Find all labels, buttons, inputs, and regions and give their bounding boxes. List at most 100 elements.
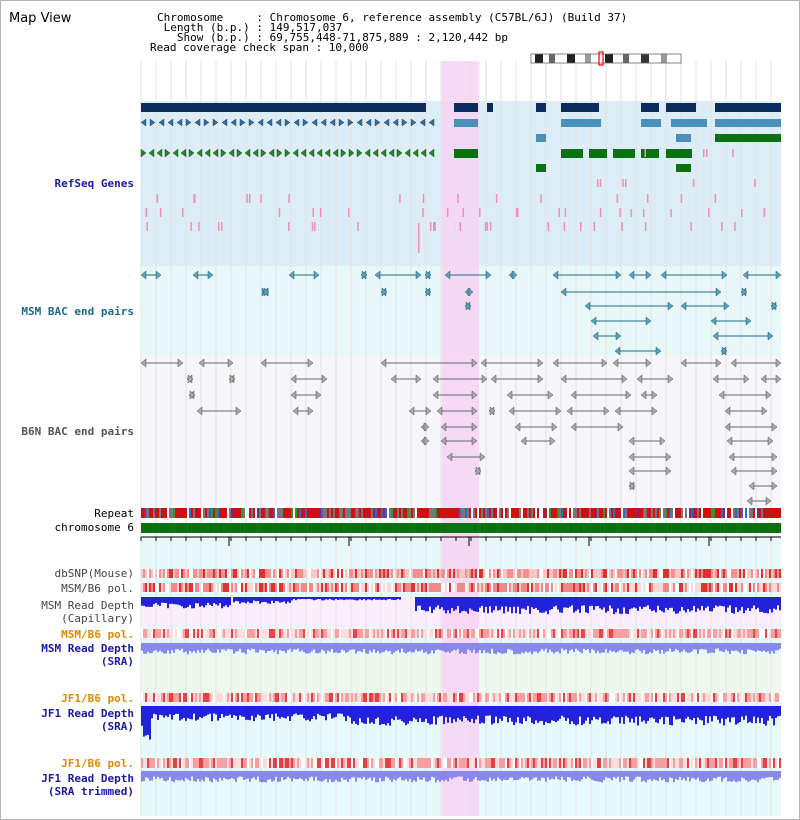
read-depth-bar <box>411 706 413 722</box>
bac-end-marker <box>570 422 577 432</box>
track-label-msm-read-depth-sra[interactable]: MSM Read Depth (SRA) <box>41 642 134 668</box>
read-depth-bar <box>555 597 557 606</box>
read-depth-bar <box>477 771 479 781</box>
polymorphism-density-cell <box>685 693 687 702</box>
track-label-b6n-bac-end-pairs[interactable]: B6N BAC end pairs <box>21 425 134 438</box>
polymorphism-density-cell <box>705 583 707 592</box>
polymorphism-density-cell <box>615 758 617 768</box>
read-depth-bar <box>309 643 311 653</box>
read-depth-bar <box>181 706 183 720</box>
polymorphism-density-cell <box>643 758 645 768</box>
polymorphism-density-cell <box>473 693 475 702</box>
track-label-msm-read-depth-capillary[interactable]: MSM Read Depth (Capillary) <box>41 599 134 625</box>
polymorphism-density-cell <box>223 583 225 592</box>
polymorphism-density-cell <box>203 629 205 638</box>
polymorphism-density-cell <box>405 629 407 638</box>
read-depth-bar <box>667 597 669 610</box>
polymorphism-density-cell <box>653 583 655 592</box>
polymorphism-density-cell <box>599 583 601 592</box>
track-label-refseq-genes[interactable]: RefSeq Genes <box>54 177 134 190</box>
polymorphism-density-cell <box>663 758 665 768</box>
polymorphism-density-cell <box>663 629 665 638</box>
polymorphism-density-cell <box>245 583 247 592</box>
read-depth-bar <box>733 706 735 718</box>
polymorphism-density-cell <box>339 583 341 592</box>
track-label-dbsnp[interactable]: dbSNP(Mouse) <box>54 567 134 580</box>
polymorphism-density-cell <box>623 583 625 592</box>
read-depth-bar <box>353 706 355 722</box>
gene-exon-marker <box>236 148 243 158</box>
read-depth-bar <box>603 771 605 781</box>
read-depth-bar <box>747 771 749 782</box>
polymorphism-density-cell <box>199 693 201 702</box>
read-depth-bar <box>629 706 631 723</box>
polymorphism-density-cell <box>429 583 431 592</box>
read-depth-bar <box>511 643 513 651</box>
repeat-element <box>495 508 497 518</box>
repeat-element <box>291 508 293 518</box>
read-depth-bar <box>683 771 685 779</box>
read-depth-bar <box>641 771 643 782</box>
polymorphism-density-cell <box>281 569 283 578</box>
read-depth-bar <box>463 597 465 611</box>
bac-end-marker <box>187 374 194 384</box>
polymorphism-density-cell <box>725 693 727 702</box>
polymorphism-density-cell <box>163 693 165 702</box>
repeat-element <box>377 508 379 518</box>
read-depth-bar <box>211 643 213 653</box>
polymorphism-density-cell <box>323 629 325 638</box>
repeat-element <box>243 508 245 518</box>
polymorphism-density-cell <box>317 758 319 768</box>
track-label-jf1-b6-pol-2[interactable]: JF1/B6 pol. <box>61 757 134 770</box>
polymorphism-density-cell <box>715 583 717 592</box>
read-depth-bar <box>155 597 157 604</box>
track-label-jf1-read-depth-sra[interactable]: JF1 Read Depth (SRA) <box>41 707 134 733</box>
polymorphism-density-cell <box>481 569 483 578</box>
read-depth-bar <box>317 771 319 781</box>
gene-exon-marker <box>149 118 156 127</box>
read-depth-bar <box>761 706 763 718</box>
polymorphism-density-cell <box>187 629 189 638</box>
polymorphism-density-cell <box>549 569 551 578</box>
read-depth-bar <box>445 706 447 718</box>
repeat-element <box>627 508 629 518</box>
read-depth-bar <box>489 643 491 654</box>
read-depth-bar <box>315 706 317 720</box>
repeat-element <box>175 508 177 518</box>
polymorphism-density-cell <box>437 693 439 702</box>
repeat-element <box>193 508 195 518</box>
track-label-msm-bac-end-pairs[interactable]: MSM BAC end pairs <box>21 305 134 318</box>
track-label-jf1-b6-pol-1[interactable]: JF1/B6 pol. <box>61 692 134 705</box>
read-depth-bar <box>615 706 617 718</box>
repeat-element <box>447 508 449 518</box>
polymorphism-density-cell <box>241 758 243 768</box>
read-depth-bar <box>201 771 203 780</box>
polymorphism-density-cell <box>171 758 173 768</box>
gene-transcript-tick <box>489 222 492 231</box>
polymorphism-density-cell <box>525 693 527 702</box>
polymorphism-density-cell <box>745 583 747 592</box>
read-depth-bar <box>697 597 699 609</box>
read-depth-bar <box>655 771 657 781</box>
polymorphism-density-cell <box>295 758 297 768</box>
polymorphism-density-cell <box>325 569 327 578</box>
read-depth-bar <box>351 771 353 778</box>
polymorphism-density-cell <box>595 758 597 768</box>
read-depth-bar <box>701 706 703 721</box>
polymorphism-density-cell <box>275 569 277 578</box>
read-depth-bar <box>235 706 237 716</box>
read-depth-bar <box>611 643 613 652</box>
read-depth-bar <box>279 597 281 603</box>
gene-exon-marker <box>300 148 307 158</box>
read-depth-bar <box>703 771 705 782</box>
polymorphism-density-cell <box>351 569 353 578</box>
repeat-element <box>343 508 345 518</box>
track-label-jf1-read-depth-trimmed[interactable]: JF1 Read Depth (SRA trimmed) <box>41 772 134 798</box>
track-label-msm-b6-pol-2[interactable]: MSM/B6 pol. <box>61 628 134 641</box>
polymorphism-density-cell <box>571 629 573 638</box>
polymorphism-density-cell <box>179 693 181 702</box>
polymorphism-density-cell <box>567 629 569 638</box>
read-depth-bar <box>433 597 435 610</box>
track-label-msm-b6-pol-1[interactable]: MSM/B6 pol. <box>61 582 134 595</box>
